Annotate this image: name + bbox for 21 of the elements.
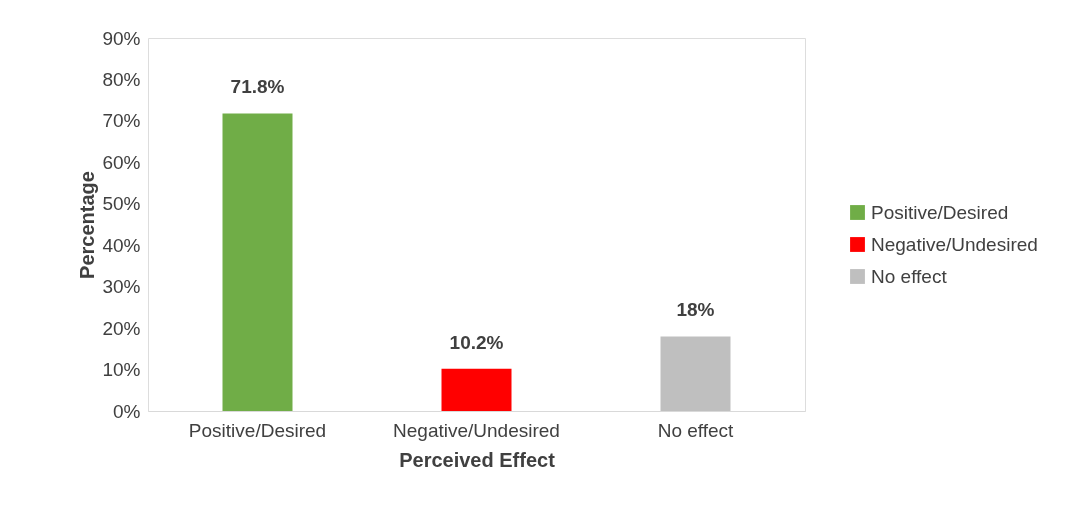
- y-tick-label: 10%: [102, 359, 141, 381]
- y-tick-label: 80%: [102, 68, 141, 90]
- data-label: 18%: [676, 299, 715, 321]
- y-tick-label: 20%: [102, 317, 141, 339]
- y-tick-label: 30%: [102, 276, 141, 298]
- legend-label: Positive/Desired: [871, 201, 1009, 223]
- y-tick-label: 50%: [102, 193, 141, 215]
- y-tick-label: 40%: [102, 234, 141, 256]
- x-axis-title: Perceived Effect: [399, 448, 556, 471]
- legend-label: No effect: [871, 265, 948, 287]
- y-axis-title: Percentage: [76, 171, 99, 279]
- y-tick-label: 70%: [102, 110, 141, 132]
- y-tick-label: 0%: [113, 400, 141, 422]
- data-label: 10.2%: [449, 331, 504, 353]
- y-tick-label: 90%: [102, 27, 141, 49]
- data-label: 71.8%: [230, 76, 285, 98]
- x-tick-label: No effect: [657, 419, 735, 441]
- legend-label: Negative/Undesired: [871, 233, 1038, 255]
- y-tick-label: 60%: [102, 151, 141, 173]
- x-tick-label: Positive/Desired: [188, 419, 327, 441]
- x-tick-label: Negative/Undesired: [393, 419, 560, 441]
